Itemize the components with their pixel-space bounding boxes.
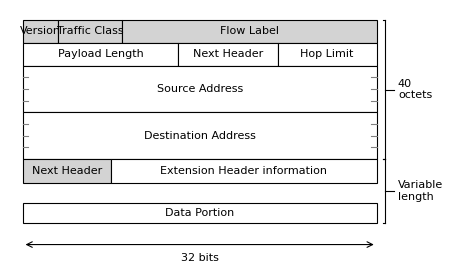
FancyBboxPatch shape xyxy=(22,112,377,159)
FancyBboxPatch shape xyxy=(22,203,377,223)
Text: Hop Limit: Hop Limit xyxy=(300,49,354,59)
FancyBboxPatch shape xyxy=(178,43,278,66)
Text: Next Header: Next Header xyxy=(32,166,102,176)
Text: Flow Label: Flow Label xyxy=(220,26,279,36)
FancyBboxPatch shape xyxy=(278,43,377,66)
FancyBboxPatch shape xyxy=(58,20,122,43)
Text: Destination Address: Destination Address xyxy=(144,131,256,141)
Text: 32 bits: 32 bits xyxy=(181,252,219,263)
Text: Source Address: Source Address xyxy=(157,84,243,94)
Text: length: length xyxy=(398,192,434,202)
FancyBboxPatch shape xyxy=(122,20,377,43)
Text: octets: octets xyxy=(398,90,432,100)
Text: Variable: Variable xyxy=(398,180,443,190)
Text: Version: Version xyxy=(20,26,61,36)
Text: Data Portion: Data Portion xyxy=(165,208,234,218)
Text: Traffic Class: Traffic Class xyxy=(57,26,123,36)
FancyBboxPatch shape xyxy=(22,159,111,183)
Text: Next Header: Next Header xyxy=(193,49,263,59)
FancyBboxPatch shape xyxy=(22,66,377,112)
FancyBboxPatch shape xyxy=(22,20,58,43)
Text: 40: 40 xyxy=(398,79,412,89)
FancyBboxPatch shape xyxy=(111,159,377,183)
Text: Payload Length: Payload Length xyxy=(58,49,144,59)
Text: Extension Header information: Extension Header information xyxy=(160,166,328,176)
FancyBboxPatch shape xyxy=(22,43,178,66)
